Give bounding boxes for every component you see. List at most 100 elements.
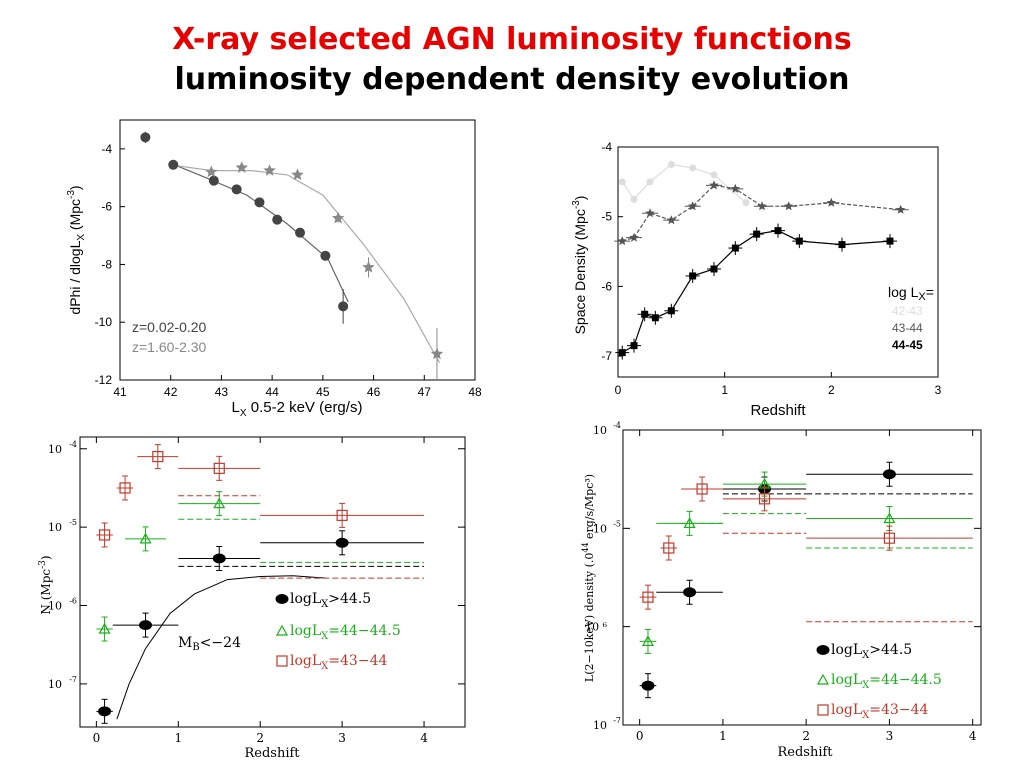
y-tick-exponent: -7 <box>69 675 77 684</box>
x-tick-label: 1 <box>721 383 728 397</box>
y-tick-label: -10 <box>95 315 113 329</box>
data-point <box>696 483 708 495</box>
plot-frame <box>622 429 982 726</box>
data-point <box>642 591 654 603</box>
data-point <box>783 201 794 211</box>
data-point <box>336 509 348 521</box>
data-point <box>816 645 830 655</box>
data-point <box>816 673 830 685</box>
legend-entry: 43-44 <box>892 321 923 335</box>
data-points <box>140 131 444 380</box>
x-tick-label: 1 <box>174 731 182 745</box>
legend-entry: logLX=44−44.5 <box>831 672 942 691</box>
data-point <box>882 469 896 480</box>
plot-frame <box>119 119 476 381</box>
x-tick-label: 0 <box>636 729 644 743</box>
fit-line <box>170 162 349 303</box>
data-point <box>886 237 894 245</box>
legend-subscript: X <box>321 631 329 642</box>
data-point <box>275 624 289 636</box>
x-tick-label: 41 <box>113 385 127 399</box>
legend-text: logL <box>831 642 862 658</box>
legend-entry: logLX>44.5 <box>290 591 371 610</box>
data-point <box>710 171 718 179</box>
y-tick-exponent: -7 <box>613 716 621 725</box>
data-point <box>730 183 741 193</box>
data-point <box>795 237 803 245</box>
data-point <box>152 450 164 463</box>
data-point <box>213 497 226 509</box>
data-point <box>883 512 896 524</box>
x-tick-label: 4 <box>969 729 977 743</box>
data-point <box>272 214 283 225</box>
data-point <box>651 314 659 322</box>
legend-entry: logLX=44−44.5 <box>290 623 401 642</box>
data-point <box>646 178 654 186</box>
data-point <box>826 197 837 207</box>
legend-text: >44.5 <box>328 591 371 607</box>
curve-label: MB<−24 <box>178 635 241 653</box>
y-axis-label: dPhi / dlogLX (Mpc-3) <box>66 185 87 314</box>
legend-subscript: X <box>862 650 870 661</box>
data-point <box>689 164 697 172</box>
axis-ticks: 0 1 2 3 4 10 -7 10 ⁶ 10 -5 10 -4 <box>585 421 981 743</box>
data-point <box>231 184 242 195</box>
data-point <box>630 342 638 350</box>
legend-text: =43−44 <box>328 653 387 669</box>
x-tick-label: 42 <box>164 385 178 399</box>
data-point <box>758 493 771 505</box>
data-point <box>275 594 289 604</box>
y-tick-exponent: -4 <box>613 421 621 430</box>
data-point <box>683 587 697 598</box>
space-density-chart: 0 1 2 3 -7 -6 -5 -4 Redshift Space Density (Mpc… <box>571 140 942 419</box>
legend-text: =44−44.5 <box>869 672 941 688</box>
legend-entry: z=0.02-0.20 <box>132 319 207 335</box>
y-tick-label: 10 <box>48 521 62 534</box>
data-point <box>208 175 219 186</box>
data-point <box>276 655 288 667</box>
data-point <box>618 349 626 357</box>
x-tick-label: 46 <box>367 385 381 399</box>
y-tick-label: 10 <box>593 719 607 732</box>
legend-subscript: X <box>862 710 870 721</box>
data-point <box>753 230 761 238</box>
fit-line <box>170 164 441 363</box>
x-tick-label: 44 <box>265 385 279 399</box>
legend-text: logL <box>290 653 321 669</box>
mb-curve <box>116 575 326 720</box>
data-point <box>335 537 349 548</box>
data-point <box>263 164 276 176</box>
data-point <box>774 227 782 235</box>
data-point <box>641 635 654 647</box>
x-tick-label: 0 <box>615 383 622 397</box>
x-axis-label: Redshift <box>777 745 833 760</box>
legend-subscript: X <box>321 599 329 610</box>
data-point <box>629 232 639 242</box>
data-point <box>710 265 718 273</box>
y-tick-label: -6 <box>601 279 612 293</box>
y-axis-label: N (Mpc-3) <box>38 555 53 614</box>
data-points <box>639 461 973 699</box>
y-tick-exponent: -5 <box>69 518 77 527</box>
y-tick-label: -7 <box>601 349 612 363</box>
axis-ticks: 0 1 2 3 -7 -6 -5 -4 <box>601 140 941 397</box>
data-point <box>139 620 153 631</box>
data-point <box>883 532 896 544</box>
legend-entry: logLX>44.5 <box>831 642 912 661</box>
y-tick-label: -8 <box>101 257 112 271</box>
plot-frame <box>79 436 466 728</box>
data-points <box>614 160 909 360</box>
luminosity-function-chart: 41 42 43 44 45 46 47 48 -12 -10 -8 -6 -4 LX 0.5-2 ke… <box>66 119 482 419</box>
x-tick-label: 3 <box>935 383 942 397</box>
x-tick-label: 45 <box>316 385 330 399</box>
x-tick-label: 4 <box>420 731 428 745</box>
x-tick-label: 47 <box>418 385 432 399</box>
y-tick-label: -4 <box>101 142 112 156</box>
data-point <box>663 542 675 554</box>
x-axis-label: LX 0.5-2 keV (erg/s) <box>232 399 363 419</box>
y-tick-label: 10 ⁶ <box>585 621 607 634</box>
data-point <box>98 622 111 634</box>
x-tick-label: 3 <box>338 731 346 745</box>
data-point <box>331 211 345 224</box>
x-tick-label: 2 <box>828 383 835 397</box>
